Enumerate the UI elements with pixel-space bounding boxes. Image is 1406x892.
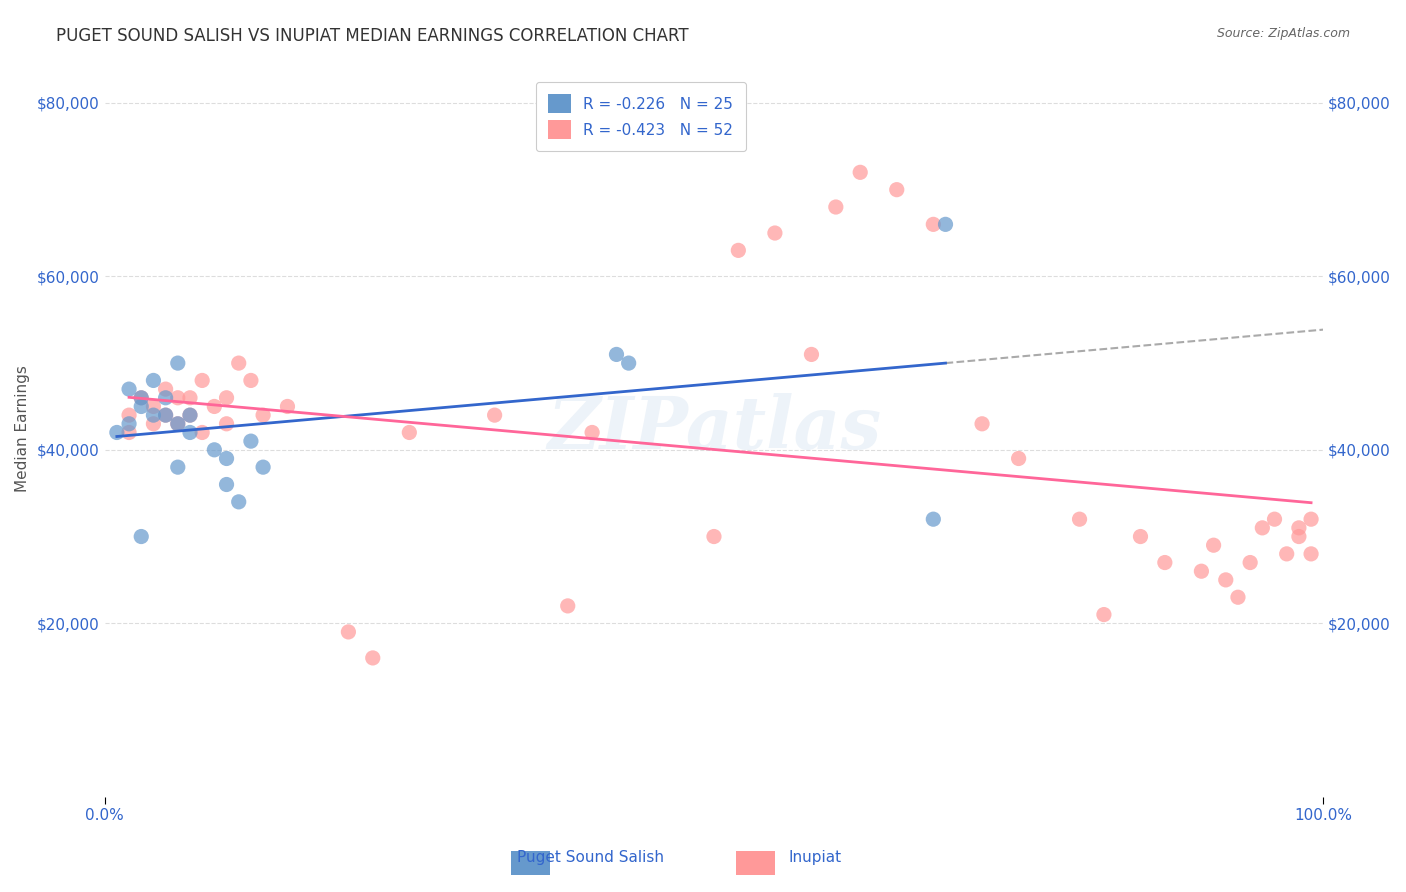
Point — [179, 425, 201, 440]
Point — [605, 347, 627, 361]
Point — [1007, 451, 1029, 466]
Point — [252, 408, 274, 422]
Y-axis label: Median Earnings: Median Earnings — [15, 365, 30, 491]
Point — [1263, 512, 1285, 526]
Point — [118, 425, 141, 440]
Point — [215, 417, 238, 431]
Point — [276, 400, 298, 414]
FancyBboxPatch shape — [512, 851, 550, 876]
Point — [215, 391, 238, 405]
Legend: R = -0.226   N = 25, R = -0.423   N = 52: R = -0.226 N = 25, R = -0.423 N = 52 — [536, 82, 745, 152]
Point — [557, 599, 579, 613]
Point — [155, 382, 177, 396]
Point — [849, 165, 872, 179]
Point — [1215, 573, 1237, 587]
Point — [252, 460, 274, 475]
Point — [970, 417, 993, 431]
Point — [118, 417, 141, 431]
Point — [142, 374, 165, 388]
Point — [886, 183, 908, 197]
Point — [581, 425, 603, 440]
Point — [215, 451, 238, 466]
Point — [142, 400, 165, 414]
Point — [1299, 512, 1322, 526]
Text: Source: ZipAtlas.com: Source: ZipAtlas.com — [1216, 27, 1350, 40]
FancyBboxPatch shape — [737, 851, 776, 876]
Point — [1299, 547, 1322, 561]
Point — [922, 512, 945, 526]
Point — [922, 218, 945, 232]
Point — [800, 347, 823, 361]
Point — [155, 391, 177, 405]
Point — [1202, 538, 1225, 552]
Point — [763, 226, 786, 240]
Point — [1288, 521, 1310, 535]
Text: Puget Sound Salish: Puget Sound Salish — [517, 850, 664, 865]
Point — [129, 400, 152, 414]
Point — [824, 200, 846, 214]
Point — [239, 374, 262, 388]
Point — [202, 442, 225, 457]
Point — [1288, 529, 1310, 543]
Point — [129, 529, 152, 543]
Point — [105, 425, 128, 440]
Point — [142, 417, 165, 431]
Point — [191, 425, 214, 440]
Point — [191, 374, 214, 388]
Point — [155, 408, 177, 422]
Point — [166, 417, 188, 431]
Point — [398, 425, 420, 440]
Point — [179, 408, 201, 422]
Point — [228, 495, 250, 509]
Point — [118, 382, 141, 396]
Point — [155, 408, 177, 422]
Point — [129, 391, 152, 405]
Point — [727, 244, 749, 258]
Point — [703, 529, 725, 543]
Point — [166, 417, 188, 431]
Text: PUGET SOUND SALISH VS INUPIAT MEDIAN EARNINGS CORRELATION CHART: PUGET SOUND SALISH VS INUPIAT MEDIAN EAR… — [56, 27, 689, 45]
Point — [179, 391, 201, 405]
Point — [118, 408, 141, 422]
Point — [1239, 556, 1261, 570]
Point — [142, 408, 165, 422]
Point — [934, 218, 956, 232]
Text: Inupiat: Inupiat — [789, 850, 842, 865]
Text: ZIPatlas: ZIPatlas — [547, 392, 882, 464]
Point — [166, 356, 188, 370]
Point — [361, 651, 384, 665]
Point — [1226, 591, 1249, 605]
Point — [215, 477, 238, 491]
Point — [1153, 556, 1175, 570]
Point — [239, 434, 262, 449]
Point — [129, 391, 152, 405]
Point — [484, 408, 506, 422]
Point — [1189, 564, 1212, 578]
Point — [166, 391, 188, 405]
Point — [166, 460, 188, 475]
Point — [179, 408, 201, 422]
Point — [202, 400, 225, 414]
Point — [228, 356, 250, 370]
Point — [1069, 512, 1091, 526]
Point — [1129, 529, 1152, 543]
Point — [617, 356, 640, 370]
Point — [1092, 607, 1115, 622]
Point — [337, 624, 360, 639]
Point — [1275, 547, 1298, 561]
Point — [1251, 521, 1274, 535]
